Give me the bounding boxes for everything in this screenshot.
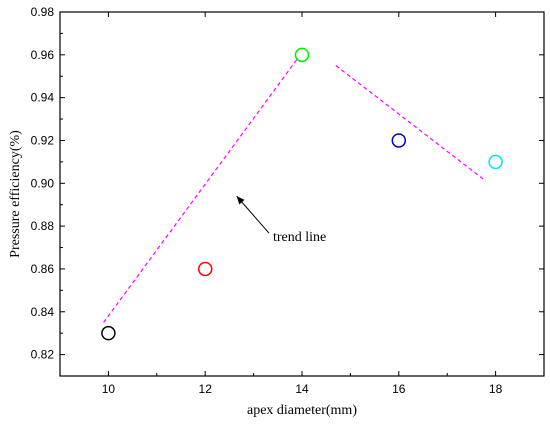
y-tick-label: 0.90	[31, 176, 55, 190]
y-tick-label: 0.94	[31, 91, 55, 105]
annotation-arrow-head	[236, 196, 245, 205]
data-point	[101, 325, 116, 341]
trend-lines	[103, 58, 487, 323]
y-tick-label: 0.82	[31, 348, 55, 362]
y-axis-title: Pressure efficiency(%)	[8, 130, 23, 258]
y-tick-label: 0.88	[31, 219, 55, 233]
x-tick-label: 18	[489, 382, 503, 396]
data-point	[197, 261, 213, 277]
x-tick-label: 12	[199, 382, 213, 396]
x-tick-label: 14	[295, 382, 309, 396]
annotations: trend line	[236, 195, 326, 245]
y-tick-label: 0.84	[31, 305, 55, 319]
y-tick-label: 0.92	[31, 133, 55, 147]
trend-line	[103, 58, 298, 323]
trend-line	[335, 65, 487, 182]
data-point	[391, 133, 407, 148]
x-tick-label: 16	[392, 382, 406, 396]
annotation-label: trend line	[273, 230, 326, 245]
data-point	[488, 154, 503, 170]
y-tick-label: 0.98	[31, 5, 55, 19]
y-tick-label: 0.86	[31, 262, 55, 276]
x-axis-title: apex diameter(mm)	[247, 403, 357, 418]
annotation-arrow-line	[236, 195, 270, 234]
x-tick-label: 10	[102, 382, 116, 396]
data-point	[294, 47, 310, 63]
axes	[59, 11, 545, 377]
axis-labels: 10 12 14 16 18 0.82 0.84 0.86 0.88 0.90 0.92 0.94 0.…	[8, 5, 503, 418]
plot-frame	[59, 11, 545, 377]
data-points	[101, 47, 503, 341]
y-tick-label: 0.96	[31, 48, 55, 62]
